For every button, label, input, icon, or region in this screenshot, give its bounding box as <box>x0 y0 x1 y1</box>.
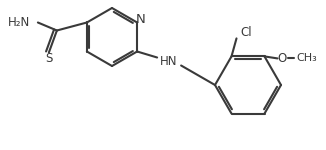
Text: H₂N: H₂N <box>7 16 30 29</box>
Text: Cl: Cl <box>241 26 252 39</box>
Text: HN: HN <box>160 55 178 68</box>
Text: CH₃: CH₃ <box>296 53 317 63</box>
Text: S: S <box>45 52 52 65</box>
Text: O: O <box>278 52 287 65</box>
Text: N: N <box>136 13 146 26</box>
